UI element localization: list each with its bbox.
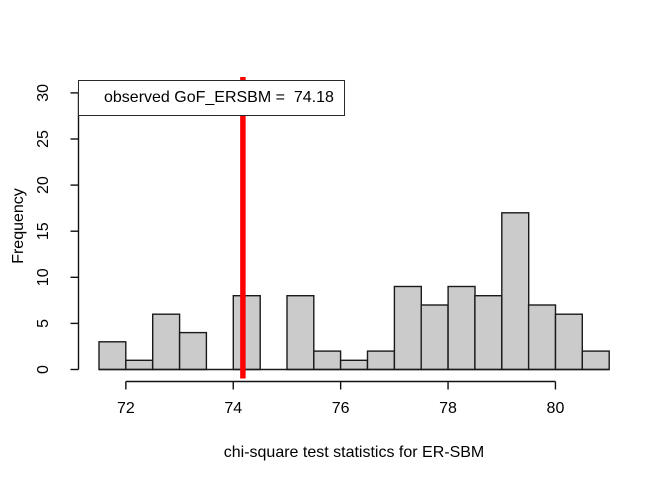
- histogram-bar: [125, 359, 154, 371]
- legend-box: observed GoF_ERSBM = 74.18: [78, 80, 345, 116]
- histogram-bar: [527, 304, 557, 371]
- histogram-bar: [393, 285, 422, 371]
- x-tick-label: 72: [117, 400, 135, 417]
- histogram-bar: [151, 313, 181, 371]
- x-tick-label: 74: [224, 400, 242, 417]
- histogram-bar: [581, 350, 610, 371]
- y-axis-title: Frequency: [10, 188, 27, 264]
- legend-label: observed GoF_ERSBM = 74.18: [104, 89, 334, 106]
- histogram-bar: [286, 295, 315, 371]
- x-tick-label: 80: [547, 400, 565, 417]
- y-tick-label: 25: [35, 130, 52, 148]
- histogram-bar: [98, 341, 127, 371]
- y-tick-label: 5: [35, 319, 52, 328]
- histogram-bars: [98, 212, 610, 371]
- y-tick-label: 10: [35, 268, 52, 286]
- y-tick-label: 0: [35, 365, 52, 374]
- x-axis-title: chi-square test statistics for ER-SBM: [224, 444, 485, 461]
- histogram-bar: [554, 313, 583, 371]
- x-tick-label: 78: [439, 400, 457, 417]
- histogram-bar: [366, 350, 396, 371]
- histogram-bar: [420, 304, 449, 371]
- histogram-bar: [232, 295, 261, 371]
- histogram-bar: [339, 359, 369, 371]
- histogram-bar: [447, 285, 476, 371]
- y-tick-label: 20: [35, 176, 52, 194]
- y-tick-label: 15: [35, 222, 52, 240]
- histogram-bar: [501, 212, 530, 371]
- axes: 0 5 10 15 20 25 30 72 74 76 78 80: [35, 84, 564, 417]
- histogram-bar: [313, 350, 342, 371]
- histogram-bar: [178, 331, 208, 371]
- histogram-bar: [474, 295, 503, 371]
- y-tick-label: 30: [35, 84, 52, 102]
- x-tick-label: 76: [332, 400, 350, 417]
